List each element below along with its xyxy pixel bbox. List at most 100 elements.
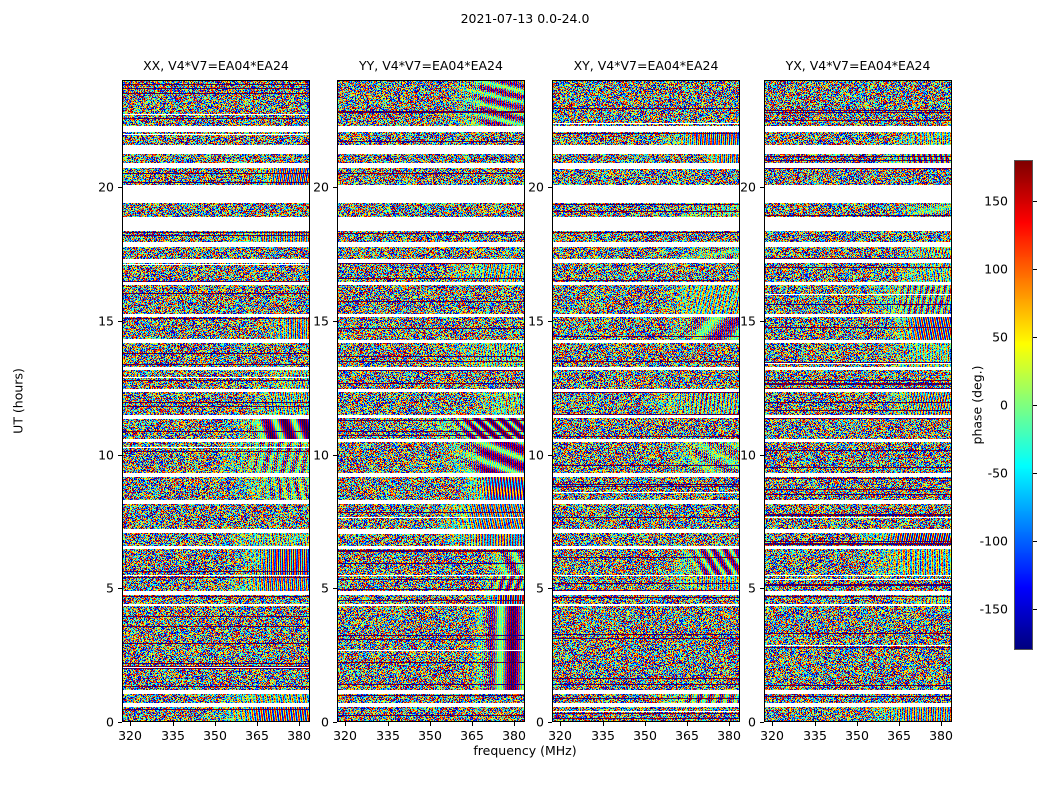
y-tick-mark	[333, 588, 337, 589]
x-tick-label: 365	[887, 728, 911, 743]
y-tick-mark	[118, 455, 122, 456]
x-tick-label: 350	[203, 728, 227, 743]
x-tick-mark	[173, 722, 174, 726]
x-tick-label: 380	[929, 728, 953, 743]
x-tick-label: 365	[675, 728, 699, 743]
colorbar-tick-mark	[1033, 473, 1037, 474]
x-tick-label: 365	[245, 728, 269, 743]
colorbar-tick-label: 150	[984, 193, 1008, 209]
y-tick-label: 5	[536, 580, 544, 596]
x-tick-label: 320	[333, 728, 357, 743]
panel-image-xx	[123, 81, 309, 721]
x-tick-mark	[345, 722, 346, 726]
x-tick-mark	[899, 722, 900, 726]
y-tick-label: 20	[528, 179, 544, 195]
x-tick-label: 320	[118, 728, 142, 743]
waterfall-panel-xx[interactable]	[122, 80, 310, 722]
x-axis-label: frequency (MHz)	[473, 743, 577, 758]
x-tick-mark	[560, 722, 561, 726]
y-tick-mark	[333, 722, 337, 723]
colorbar-tick-mark	[1033, 405, 1037, 406]
colorbar	[1014, 160, 1033, 650]
panel-image-xy	[553, 81, 739, 721]
y-tick-mark	[760, 722, 764, 723]
y-tick-mark	[333, 187, 337, 188]
y-tick-label: 10	[740, 447, 756, 463]
panel-image-yy	[338, 81, 524, 721]
y-tick-mark	[760, 588, 764, 589]
x-tick-mark	[430, 722, 431, 726]
colorbar-tick-label: -150	[979, 601, 1008, 617]
y-tick-mark	[760, 455, 764, 456]
colorbar-tick-mark	[1033, 541, 1037, 542]
y-tick-mark	[118, 187, 122, 188]
y-tick-label: 10	[528, 447, 544, 463]
y-tick-label: 20	[313, 179, 329, 195]
y-tick-label: 5	[106, 580, 114, 596]
x-tick-mark	[941, 722, 942, 726]
x-tick-label: 380	[717, 728, 741, 743]
y-tick-mark	[118, 321, 122, 322]
panel-title-xy: XY, V4*V7=EA04*EA24	[573, 58, 719, 73]
panel-image-yx	[765, 81, 951, 721]
y-tick-label: 20	[98, 179, 114, 195]
x-tick-mark	[130, 722, 131, 726]
colorbar-tick-label: 100	[984, 261, 1008, 277]
x-tick-mark	[729, 722, 730, 726]
x-tick-label: 335	[376, 728, 400, 743]
y-tick-mark	[760, 321, 764, 322]
y-tick-mark	[333, 321, 337, 322]
x-tick-label: 335	[161, 728, 185, 743]
y-tick-mark	[548, 187, 552, 188]
colorbar-tick-mark	[1033, 337, 1037, 338]
panel-title-xx: XX, V4*V7=EA04*EA24	[143, 58, 289, 73]
y-tick-label: 15	[98, 313, 114, 329]
x-tick-mark	[687, 722, 688, 726]
x-tick-mark	[603, 722, 604, 726]
colorbar-tick-mark	[1033, 269, 1037, 270]
waterfall-panel-xy[interactable]	[552, 80, 740, 722]
waterfall-panel-yy[interactable]	[337, 80, 525, 722]
y-tick-mark	[760, 187, 764, 188]
y-tick-mark	[548, 321, 552, 322]
x-tick-label: 350	[845, 728, 869, 743]
panel-title-yx: YX, V4*V7=EA04*EA24	[785, 58, 931, 73]
x-tick-label: 335	[591, 728, 615, 743]
y-tick-label: 0	[321, 714, 329, 730]
x-tick-label: 320	[548, 728, 572, 743]
x-tick-mark	[857, 722, 858, 726]
y-tick-mark	[333, 455, 337, 456]
x-tick-mark	[514, 722, 515, 726]
x-tick-label: 320	[760, 728, 784, 743]
y-axis-label: UT (hours)	[10, 368, 26, 434]
y-tick-label: 5	[748, 580, 756, 596]
y-tick-mark	[118, 722, 122, 723]
x-tick-label: 365	[460, 728, 484, 743]
x-tick-label: 350	[418, 728, 442, 743]
y-tick-mark	[118, 588, 122, 589]
waterfall-panel-yx[interactable]	[764, 80, 952, 722]
y-tick-label: 15	[740, 313, 756, 329]
colorbar-tick-label: -50	[987, 465, 1008, 481]
y-tick-label: 0	[106, 714, 114, 730]
x-tick-mark	[299, 722, 300, 726]
x-tick-label: 380	[502, 728, 526, 743]
y-tick-mark	[548, 455, 552, 456]
colorbar-tick-label: 50	[992, 329, 1008, 345]
x-tick-mark	[257, 722, 258, 726]
x-tick-mark	[388, 722, 389, 726]
y-tick-label: 20	[740, 179, 756, 195]
panel-title-yy: YY, V4*V7=EA04*EA24	[359, 58, 503, 73]
x-tick-label: 350	[633, 728, 657, 743]
colorbar-tick-label: -100	[979, 533, 1008, 549]
colorbar-tick-label: 0	[1000, 397, 1008, 413]
y-tick-label: 15	[313, 313, 329, 329]
x-tick-mark	[215, 722, 216, 726]
x-tick-mark	[815, 722, 816, 726]
y-tick-label: 0	[748, 714, 756, 730]
y-tick-label: 10	[98, 447, 114, 463]
x-tick-mark	[772, 722, 773, 726]
x-tick-mark	[645, 722, 646, 726]
x-tick-label: 335	[803, 728, 827, 743]
